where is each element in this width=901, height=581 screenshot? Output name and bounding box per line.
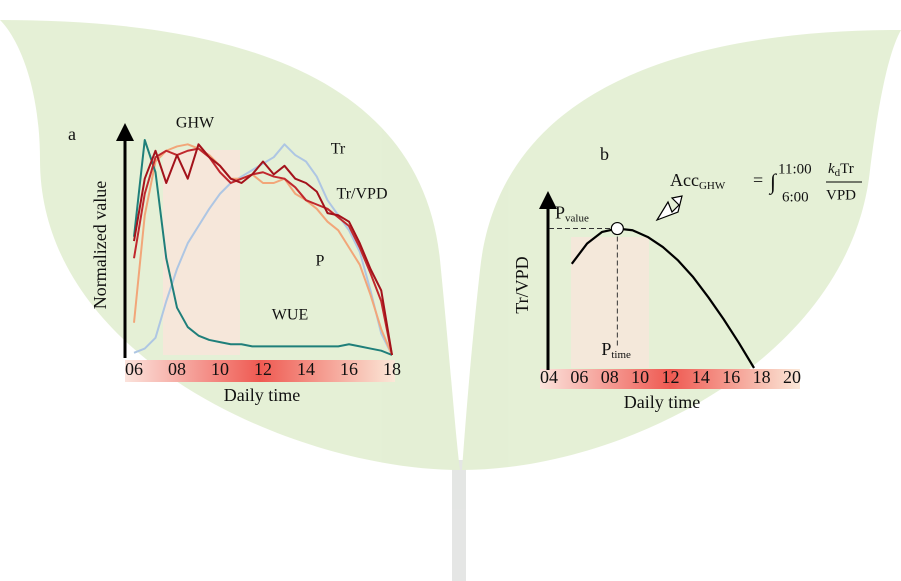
y-axis-label: Normalized value [90, 181, 110, 309]
text: k [828, 161, 835, 177]
x-tick-label: 16 [722, 367, 740, 387]
x-tick-label: 10 [211, 359, 229, 379]
x-tick-label: 08 [168, 359, 186, 379]
x-tick-label: 08 [601, 367, 619, 387]
formula-lower: 6:00 [782, 189, 809, 205]
x-tick-label: 04 [540, 367, 558, 387]
formula-numerator: kdTr [828, 161, 854, 178]
series-label: Tr/VPD [337, 186, 388, 203]
text: GHW [699, 180, 726, 192]
x-tick-label: 06 [125, 359, 143, 379]
text: P [555, 203, 565, 223]
panel-label: a [68, 124, 76, 144]
series-label: WUE [272, 307, 308, 324]
text: time [611, 349, 631, 361]
text: value [565, 212, 589, 224]
formula: AccGHW = ∫ 11:00 6:00 kdTr VPD [670, 161, 862, 205]
data-line [133, 143, 393, 356]
x-axis-label: Daily time [224, 385, 300, 405]
pointer-arrow [655, 195, 683, 222]
text: Acc [670, 170, 699, 190]
annotation: Pvalue [555, 203, 589, 224]
x-tick-label: 18 [753, 367, 771, 387]
x-tick-label: 20 [783, 367, 801, 387]
highlight-window [163, 150, 240, 355]
x-tick-label: 10 [631, 367, 649, 387]
formula-upper: 11:00 [778, 161, 812, 177]
text: d [835, 167, 841, 179]
text: Tr [840, 161, 854, 177]
x-tick-label: 12 [662, 367, 680, 387]
series-label: GHW [176, 115, 215, 132]
formula-lhs: AccGHW [670, 170, 726, 191]
formula-eq: = [753, 170, 763, 190]
leaf-background [0, 20, 901, 581]
x-tick-label: 06 [570, 367, 588, 387]
panel-label: b [600, 144, 609, 164]
series-label: P [316, 253, 325, 270]
formula-denominator: VPD [826, 187, 856, 203]
series-label: Tr [331, 141, 346, 158]
peak-marker [610, 221, 624, 236]
data-line [570, 227, 755, 369]
y-axis-label: Tr/VPD [512, 256, 532, 313]
x-tick-label: 18 [383, 359, 401, 379]
formula-integral: ∫ [768, 169, 778, 195]
x-tick-label: 16 [340, 359, 358, 379]
highlight-window [571, 237, 649, 368]
time-color-bar [125, 360, 395, 382]
x-tick-label: 14 [692, 367, 710, 387]
data-line [133, 139, 393, 356]
text: P [601, 339, 611, 359]
x-tick-label: 14 [297, 359, 315, 379]
time-color-bar [540, 369, 800, 389]
annotation: Ptime [601, 339, 631, 360]
data-line [133, 143, 393, 356]
x-tick-label: 12 [254, 359, 272, 379]
x-axis-label: Daily time [624, 392, 700, 412]
data-line [133, 143, 393, 356]
